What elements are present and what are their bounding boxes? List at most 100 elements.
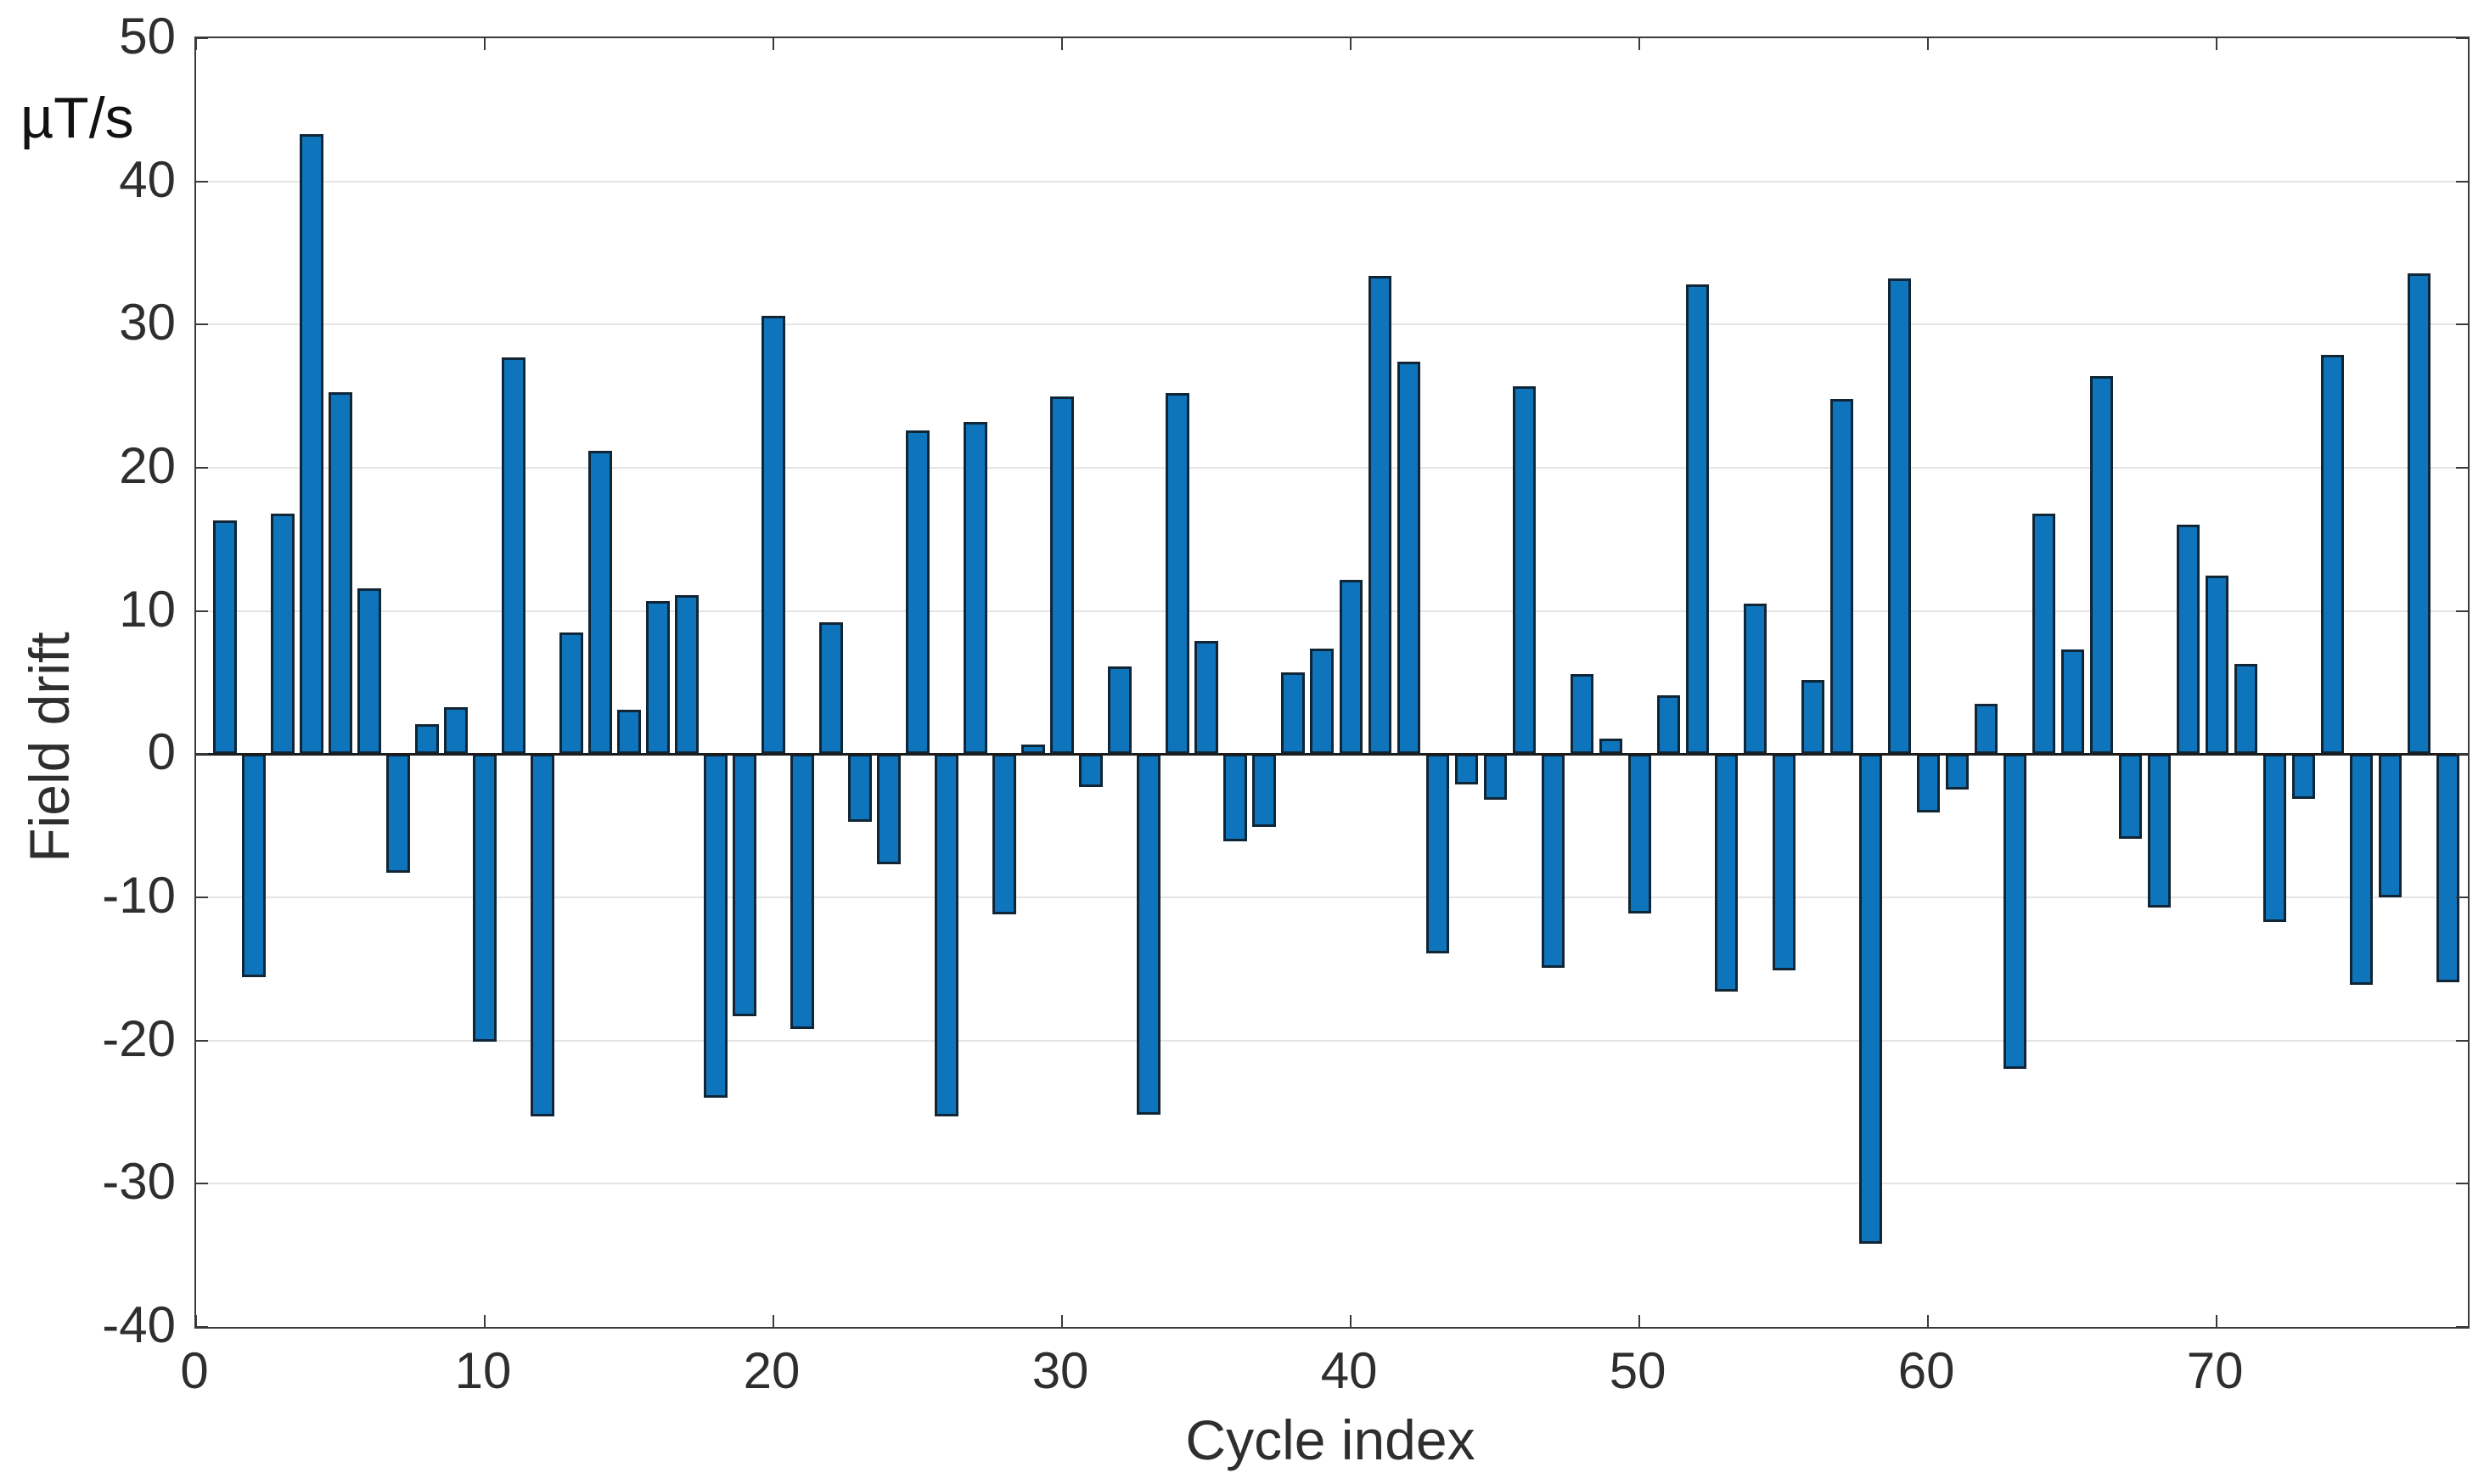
x-tick [484,38,486,50]
x-tick [773,1315,775,1327]
bar-cycle-7 [386,754,410,874]
bar-cycle-3 [271,513,295,755]
y-tick-label: 20 [119,437,176,494]
bar-cycle-56 [1801,679,1824,755]
y-tick-label: -40 [102,1296,176,1353]
x-tick [1061,38,1064,50]
bar-cycle-8 [415,723,439,755]
y-tick-label: -20 [102,1009,176,1067]
y-tick [196,323,208,326]
bar-cycle-61 [1945,754,1969,790]
x-tick [1638,1315,1641,1327]
bar-cycle-9 [444,706,468,755]
x-tick [1061,1315,1064,1327]
x-tick [195,1315,197,1327]
y-tick-label: 40 [119,150,176,208]
x-tick-label: 40 [1320,1342,1378,1399]
bar-cycle-32 [1108,666,1132,755]
bar-cycle-55 [1772,754,1796,970]
plot-area [194,37,2470,1329]
bar-cycle-11 [502,357,525,755]
bar-cycle-25 [906,430,930,755]
bar-cycle-74 [2320,354,2344,755]
x-tick [1350,38,1352,50]
bar-cycle-78 [2436,754,2459,982]
y-gridline [196,610,2468,612]
bar-cycle-62 [1974,704,1998,755]
y-tick [2456,323,2468,326]
y-tick [196,897,208,898]
bar-cycle-28 [992,754,1016,915]
bar-cycle-15 [617,710,641,755]
x-axis-label: Cycle index [1185,1408,1475,1471]
x-tick [1350,1315,1352,1327]
bar-cycle-31 [1079,754,1103,788]
x-tick-label: 30 [1031,1342,1089,1399]
y-tick [2456,897,2468,898]
x-tick-label: 50 [1609,1342,1666,1399]
bar-cycle-17 [675,595,699,755]
x-tick-label: 70 [2186,1342,2244,1399]
y-tick-label: 10 [119,580,176,638]
bar-cycle-14 [588,450,612,755]
bar-cycle-65 [2060,649,2084,755]
y-tick-label: 30 [119,294,176,351]
y-gridline [196,897,2468,898]
bar-cycle-64 [2032,513,2055,755]
x-tick [2216,38,2218,50]
x-tick [1927,38,1930,50]
bar-cycle-58 [1858,754,1882,1245]
bar-cycle-51 [1656,695,1680,755]
y-axis-unit-label: µT/s [20,86,134,150]
bar-cycle-30 [1050,396,1074,755]
bar-cycle-60 [1916,754,1940,813]
zero-baseline [196,752,2468,756]
bar-cycle-76 [2378,754,2402,897]
bar-cycle-10 [473,754,497,1043]
y-tick [196,753,208,756]
x-tick [195,38,197,50]
y-tick [196,37,208,39]
y-tick-label: 50 [119,8,176,65]
bar-cycle-42 [1397,362,1420,755]
bar-cycle-2 [242,754,266,978]
bar-cycle-1 [213,520,237,755]
y-tick-label: -30 [102,1153,176,1211]
y-gridline [196,1039,2468,1042]
bar-cycle-54 [1743,604,1767,755]
y-tick [196,1039,208,1042]
bar-cycle-66 [2089,376,2113,755]
x-tick [484,1315,486,1327]
bar-cycle-39 [1310,648,1334,755]
y-tick [2456,37,2468,39]
bar-cycle-43 [1425,754,1449,953]
bar-cycle-19 [733,754,756,1016]
bar-cycle-6 [357,587,381,755]
x-tick-label: 10 [454,1342,512,1399]
bar-cycle-46 [1512,385,1536,755]
y-tick [196,467,208,469]
bar-cycle-21 [790,754,814,1030]
y-tick [2456,1039,2468,1042]
bar-cycle-20 [761,316,785,755]
bar-cycle-53 [1714,754,1738,992]
bar-cycle-47 [1541,754,1565,968]
bar-cycle-37 [1252,754,1276,828]
y-gridline [196,467,2468,469]
bar-cycle-59 [1887,278,1911,755]
bar-cycle-36 [1223,754,1247,842]
bar-cycle-23 [848,754,872,822]
y-tick [196,180,208,183]
y-tick [196,1326,208,1328]
bar-cycle-22 [819,622,843,755]
bar-cycle-67 [2118,754,2142,839]
y-tick [2456,1183,2468,1185]
x-tick-label: 20 [743,1342,801,1399]
bar-cycle-63 [2003,754,2026,1070]
bar-cycle-38 [1281,672,1305,755]
x-tick-label: 0 [180,1342,209,1399]
bar-cycle-35 [1194,641,1218,755]
bar-cycle-16 [646,600,670,755]
y-gridline [196,1183,2468,1185]
